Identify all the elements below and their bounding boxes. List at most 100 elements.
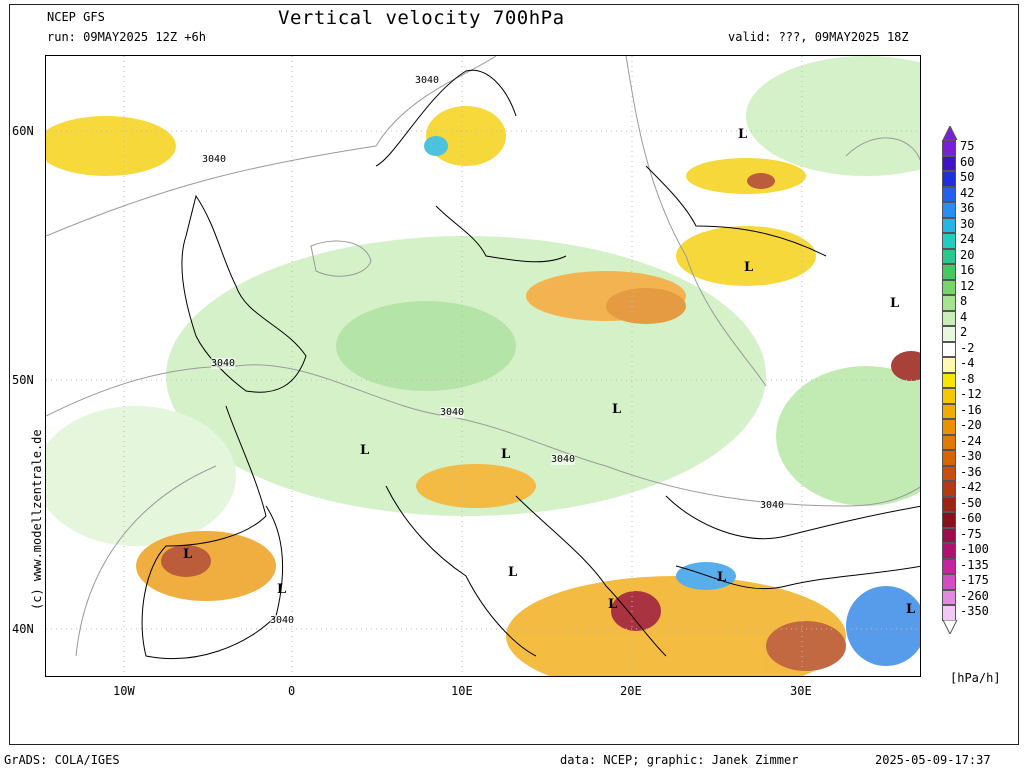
- map-svg: [46, 56, 920, 676]
- footer-right: 2025-05-09-17:37: [875, 753, 991, 767]
- colorbar-swatch: [942, 264, 956, 280]
- valid-label: valid: ???, 09MAY2025 18Z: [728, 30, 909, 44]
- colorbar-swatch: [942, 465, 956, 481]
- low-marker: L: [501, 447, 511, 462]
- contour-label: 3040: [551, 454, 576, 465]
- contour-label: 3040: [202, 154, 227, 165]
- colorbar-top-arrow: [942, 126, 958, 140]
- colorbar-unit: [hPa/h]: [950, 671, 1001, 685]
- colorbar-swatch: [942, 171, 956, 187]
- low-marker: L: [508, 565, 518, 580]
- colorbar-label: 2: [960, 325, 968, 339]
- colorbar-label: 12: [960, 278, 975, 293]
- contour-label: 3040: [440, 407, 465, 418]
- colorbar-swatch: [942, 140, 956, 156]
- colorbar-swatch: [942, 543, 956, 559]
- low-marker: L: [717, 570, 727, 585]
- colorbar-label: 16: [960, 263, 975, 277]
- model-label: NCEP GFS: [47, 10, 105, 24]
- height-contours: [46, 56, 920, 657]
- chart-title: Vertical velocity 700hPa: [278, 7, 565, 29]
- colorbar-label: 20: [960, 247, 975, 262]
- low-marker: L: [744, 260, 754, 275]
- low-marker: L: [738, 127, 748, 142]
- colorbar-label: -16: [960, 402, 982, 417]
- lat-tick: 50N: [12, 373, 34, 387]
- colorbar-label: -175: [960, 573, 989, 587]
- low-marker: L: [612, 402, 622, 417]
- colorbar-label: -24: [960, 433, 982, 448]
- low-marker: L: [906, 602, 916, 617]
- colorbar-label: -4: [960, 356, 975, 370]
- colorbar-swatch: [942, 403, 956, 419]
- colorbar-label: -20: [960, 418, 982, 432]
- low-marker: L: [608, 597, 618, 612]
- colorbar-swatch: [942, 527, 956, 543]
- map-panel: [45, 55, 921, 677]
- colorbar-swatch: [942, 202, 956, 218]
- contour-label: 3040: [270, 615, 295, 626]
- colorbar-swatch: [942, 357, 956, 373]
- colorbar-swatch: [942, 450, 956, 466]
- colorbar-label: 50: [960, 170, 975, 184]
- colorbar-swatch: [942, 419, 956, 435]
- chart-frame: [9, 4, 1019, 745]
- lon-tick: 0: [288, 684, 296, 698]
- colorbar-swatch: [942, 217, 956, 233]
- colorbar-label: 30: [960, 216, 975, 231]
- colorbar-label: -12: [960, 387, 982, 401]
- colorbar-swatch: [942, 512, 956, 528]
- contour-label: 3040: [415, 75, 440, 86]
- colorbar-bottom-arrow: [942, 620, 958, 634]
- colorbar-swatch: [942, 279, 956, 295]
- colorbar-label: -30: [960, 449, 982, 463]
- lat-tick: 60N: [12, 124, 34, 138]
- colorbar-label: 4: [960, 309, 968, 324]
- colorbar-swatch: [942, 186, 956, 202]
- lat-tick: 40N: [12, 622, 34, 636]
- colorbar-label: 36: [960, 201, 975, 215]
- colorbar-label: -100: [960, 542, 989, 556]
- colorbar-label: 75: [960, 139, 975, 153]
- colorbar-swatch: [942, 233, 956, 249]
- colorbar-label: -50: [960, 495, 982, 510]
- colorbar-swatch: [942, 481, 956, 497]
- velocity-field: [46, 56, 920, 676]
- run-label: run: 09MAY2025 12Z +6h: [47, 30, 206, 44]
- contour-label: 3040: [211, 358, 236, 369]
- colorbar-swatch: [942, 310, 956, 326]
- contour-label: 3040: [760, 500, 785, 511]
- colorbar-swatch: [942, 388, 956, 404]
- low-marker: L: [360, 443, 370, 458]
- footer-center: data: NCEP; graphic: Janek Zimmer: [560, 753, 799, 767]
- colorbar-label: -75: [960, 526, 982, 541]
- colorbar-label: -8: [960, 371, 975, 386]
- credit-text: (c) www.modellzentrale.de: [30, 429, 44, 610]
- colorbar-label: 60: [960, 154, 975, 169]
- colorbar-swatch: [942, 605, 956, 621]
- colorbar-swatch: [942, 558, 956, 574]
- colorbar-swatch: [942, 589, 956, 605]
- colorbar-label: -60: [960, 511, 982, 525]
- footer-left: GrADS: COLA/IGES: [4, 753, 120, 767]
- low-marker: L: [277, 582, 287, 597]
- lon-tick: 10W: [113, 684, 135, 698]
- low-marker: L: [890, 296, 900, 311]
- colorbar-label: -36: [960, 464, 982, 479]
- colorbar-swatch: [942, 295, 956, 311]
- colorbar-swatch: [942, 496, 956, 512]
- colorbar-label: -42: [960, 480, 982, 494]
- colorbar-swatch: [942, 326, 956, 342]
- colorbar-label: -260: [960, 588, 989, 603]
- low-marker: L: [183, 547, 193, 562]
- colorbar-label: 8: [960, 294, 968, 308]
- lon-tick: 30E: [790, 684, 812, 698]
- colorbar-swatch: [942, 434, 956, 450]
- colorbar-swatch: [942, 574, 956, 590]
- coastlines: [141, 69, 920, 660]
- colorbar-swatch: [942, 155, 956, 171]
- lon-tick: 20E: [620, 684, 642, 698]
- colorbar-label: -135: [960, 557, 989, 572]
- lon-tick: 10E: [451, 684, 473, 698]
- graticule: [46, 56, 920, 676]
